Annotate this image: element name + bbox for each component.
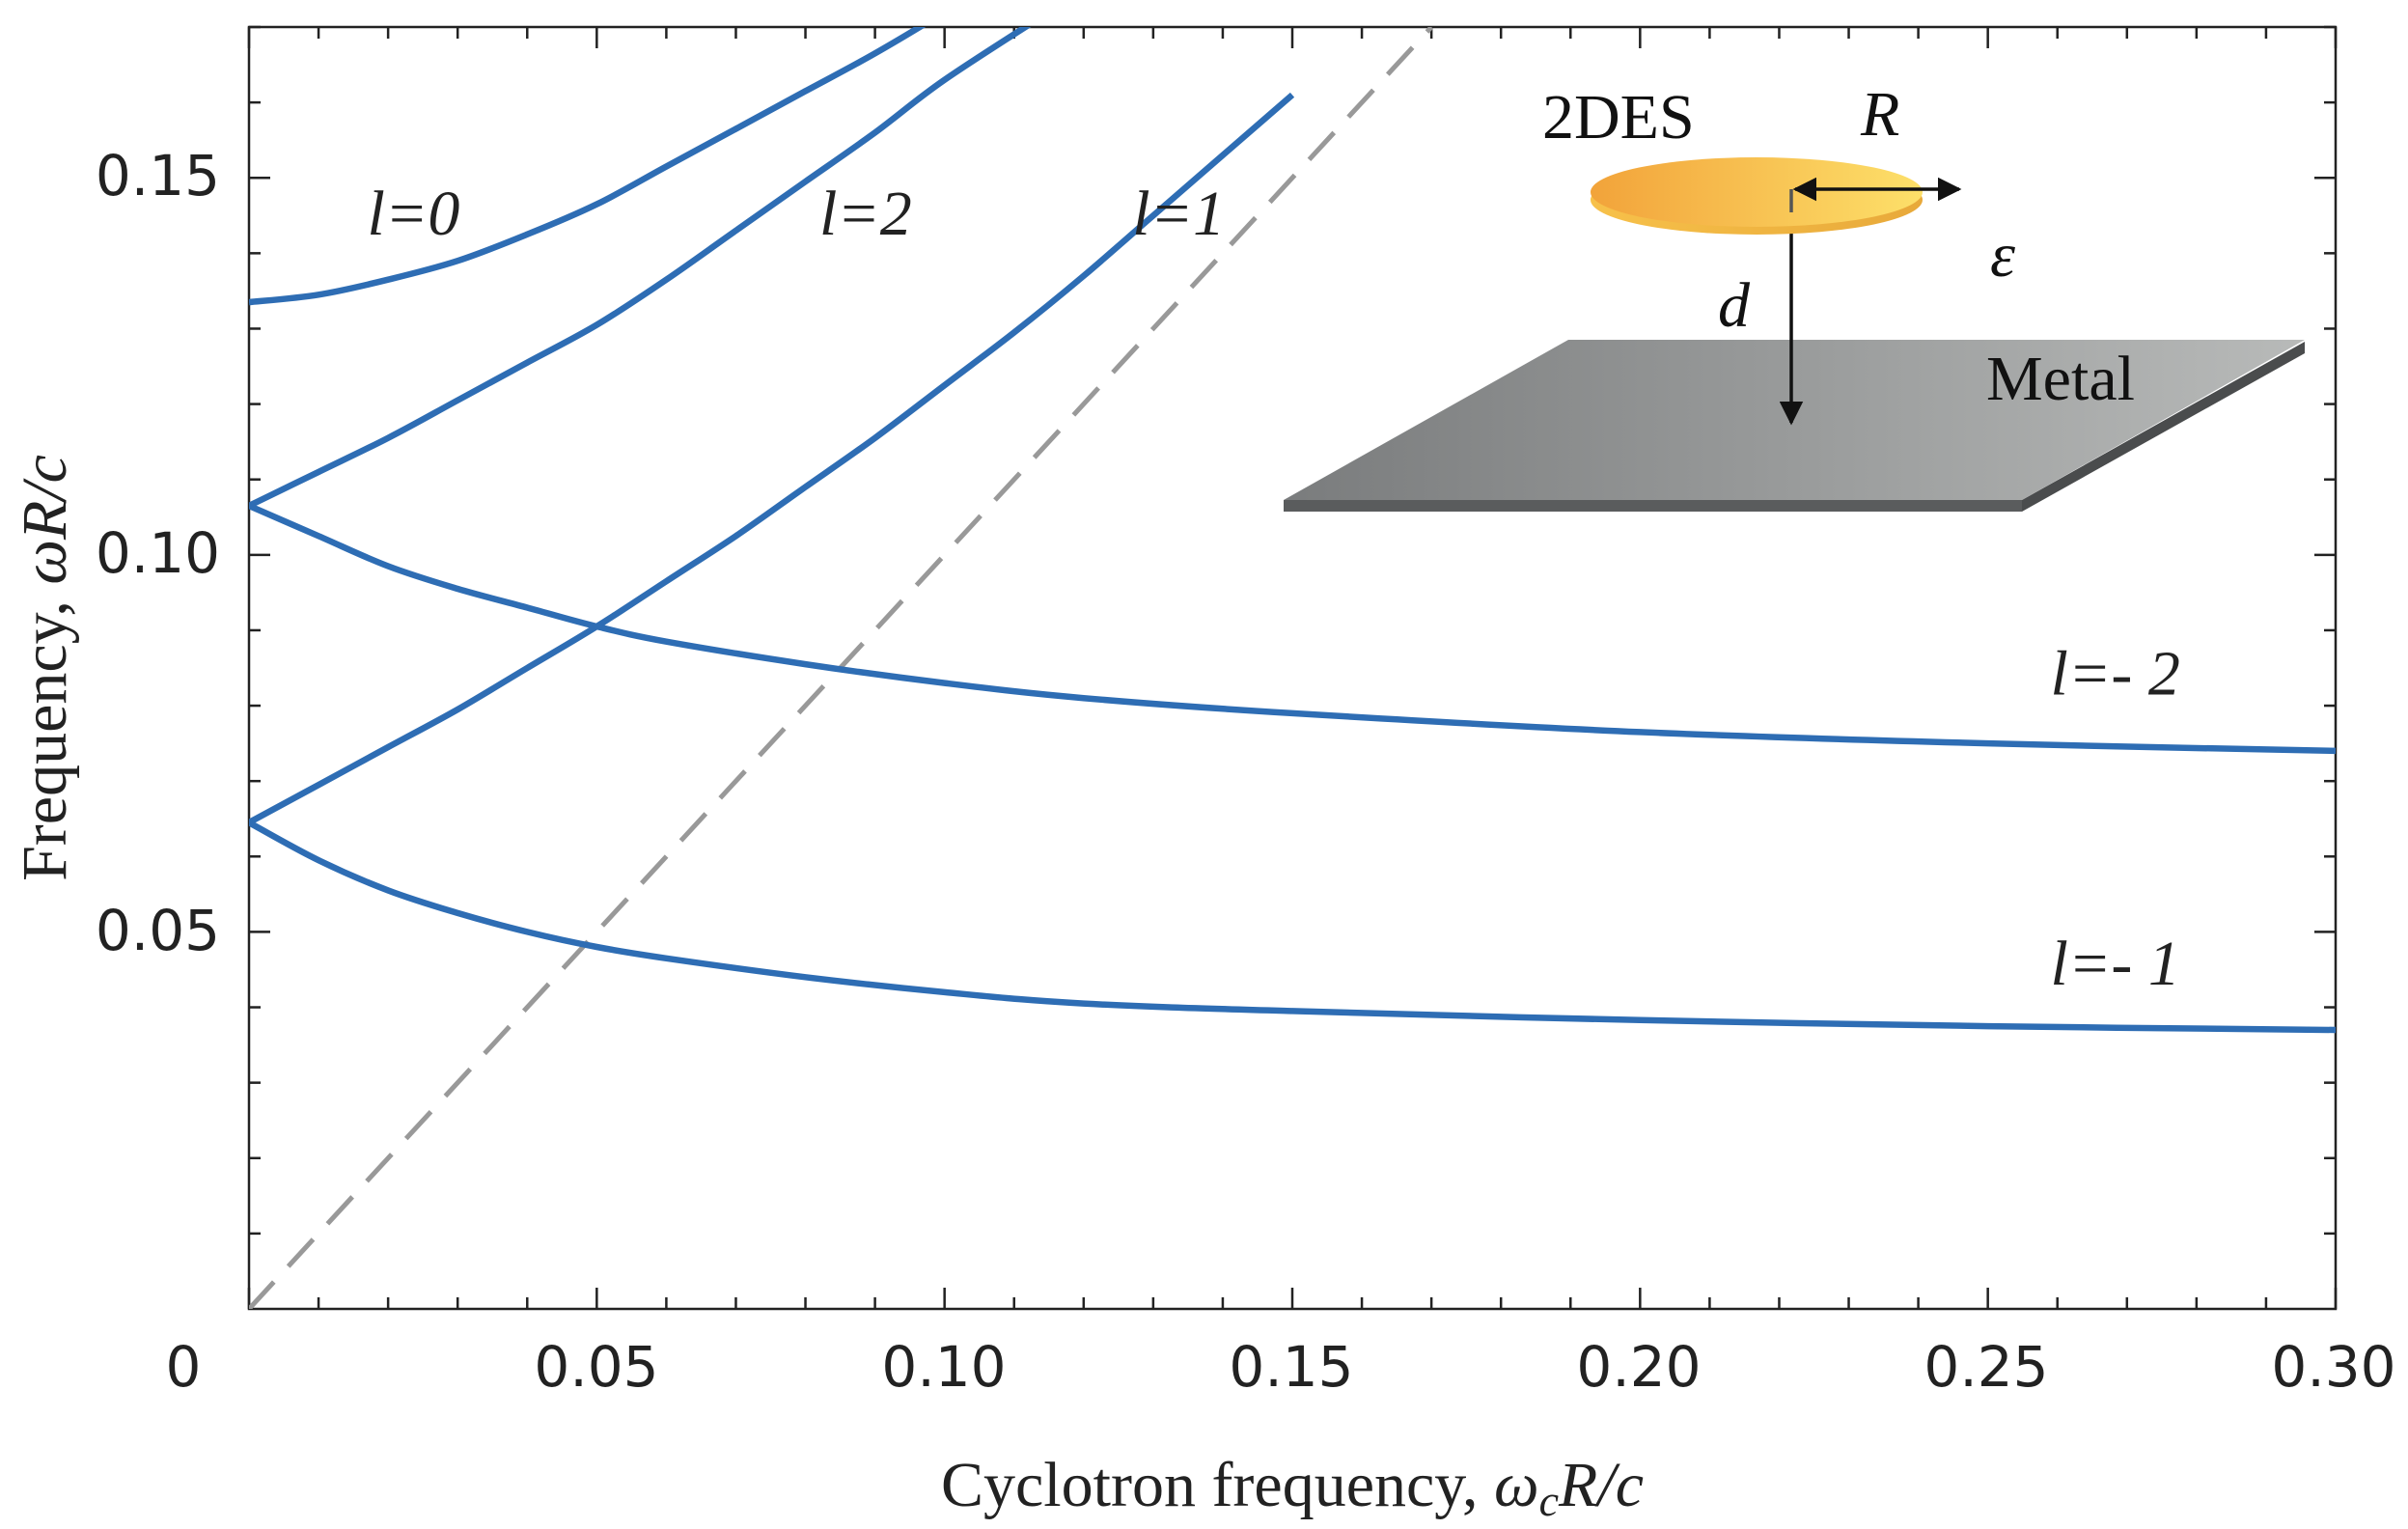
series-group [249, 27, 2336, 1034]
x-axis-title: Cyclotron frequency, ωcR/c [941, 1450, 1644, 1525]
series-line [249, 27, 1032, 509]
x-tick-label: 0.15 [1229, 1334, 1353, 1400]
x-tick-label: 0.10 [881, 1334, 1006, 1400]
2des-label: 2DES [1542, 82, 1695, 153]
x-tick-labels: 0 0.05 0.10 0.15 0.20 0.25 0.30 [166, 1334, 2396, 1400]
curve-label-l1: l=1 [1132, 179, 1225, 249]
y-tick-label: 0.05 [96, 898, 220, 963]
metal-plate [1284, 340, 2305, 500]
y-axis-title: Frequency, ωR/c [10, 455, 80, 881]
series-line [249, 27, 927, 306]
metal-plate-side [1284, 500, 2022, 512]
curve-label-lm2: l=- 2 [2051, 638, 2180, 709]
series-line [249, 820, 2336, 1034]
y-tick-label: 0.15 [96, 143, 220, 208]
metal-label: Metal [1986, 344, 2135, 414]
radius-label: R [1860, 79, 1899, 150]
epsilon-label: ε [1990, 220, 2015, 291]
x-tick-label: 0.30 [2271, 1334, 2395, 1400]
series-line [249, 92, 1295, 825]
curve-label-l0: l=0 [368, 179, 460, 249]
y-tick-labels: 0.05 0.10 0.15 [96, 143, 220, 963]
distance-label: d [1718, 270, 1751, 341]
curve-label-l2: l=2 [819, 179, 912, 249]
axis-ticks [247, 25, 2338, 1309]
curve-label-lm1: l=- 1 [2051, 929, 2180, 999]
metal-plate-edge [2022, 342, 2305, 512]
inset-schematic: Metal d 2DES R ε [1284, 79, 2305, 512]
x-tick-label: 0.25 [1924, 1334, 2048, 1400]
2des-disk [1591, 157, 1923, 227]
x-tick-label: 0 [166, 1334, 202, 1400]
x-tick-label: 0.20 [1576, 1334, 1701, 1400]
series-line [249, 503, 2336, 755]
y-tick-label: 0.10 [96, 520, 220, 586]
curve-labels: l=0 l=2 l=1 l=- 2 l=- 1 [368, 179, 2180, 999]
x-tick-label: 0.05 [534, 1334, 658, 1400]
